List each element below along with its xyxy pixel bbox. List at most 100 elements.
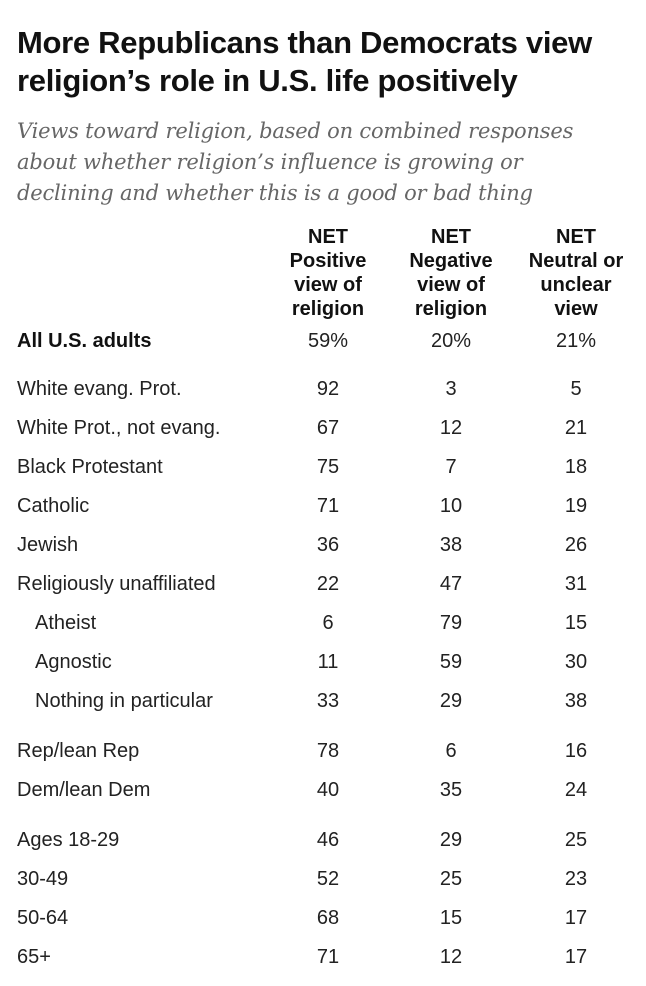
- value-positive: 40: [316, 779, 340, 801]
- value-positive: 68: [316, 907, 340, 929]
- row-label: Catholic: [17, 495, 90, 517]
- title-line-2: religion’s role in U.S. life positively: [17, 63, 518, 98]
- value-positive: 78: [316, 740, 340, 762]
- value-positive: 11: [317, 651, 339, 673]
- value-negative: 79: [439, 612, 463, 634]
- table-row: 50-64 68 15 17: [0, 907, 646, 937]
- value-negative: 7: [445, 456, 457, 478]
- row-label: Atheist: [35, 612, 97, 634]
- value-negative: 12: [439, 417, 463, 439]
- row-label: Nothing in particular: [35, 690, 213, 712]
- table-row: Black Protestant 75 7 18: [0, 456, 646, 486]
- value-positive: 36: [316, 534, 340, 556]
- value-neutral: 5: [570, 378, 582, 400]
- table-row: Agnostic 11 59 30: [0, 651, 646, 681]
- table-row: White Prot., not evang. 67 12 21: [0, 417, 646, 447]
- chart-title: More Republicans than Democrats view rel…: [17, 24, 637, 100]
- column-header-line: NET: [308, 226, 348, 248]
- row-label: White Prot., not evang.: [17, 417, 221, 439]
- table-row: 65+ 71 12 17: [0, 946, 646, 976]
- table-row: Nothing in particular 33 29 38: [0, 690, 646, 720]
- row-label: Black Protestant: [17, 456, 163, 478]
- table-row: Atheist 6 79 15: [0, 612, 646, 642]
- column-header-line: religion: [291, 298, 365, 320]
- table-row: 30-49 52 25 23: [0, 868, 646, 898]
- row-label: Agnostic: [35, 651, 112, 673]
- column-header-line: unclear: [540, 274, 612, 296]
- row-label: Rep/lean Rep: [17, 740, 140, 762]
- value-neutral: 26: [564, 534, 588, 556]
- column-header-negative: NET Negative view of religion: [387, 225, 515, 321]
- column-header-line: Neutral or: [528, 250, 624, 272]
- value-negative: 20%: [430, 330, 472, 352]
- column-header-line: Negative: [409, 250, 493, 272]
- column-header-positive: NET Positive view of religion: [264, 225, 392, 321]
- table-row: Catholic 71 10 19: [0, 495, 646, 525]
- value-neutral: 24: [564, 779, 588, 801]
- value-neutral: 23: [564, 868, 588, 890]
- table-row: White evang. Prot. 92 3 5: [0, 378, 646, 408]
- value-neutral: 18: [564, 456, 588, 478]
- value-positive: 33: [316, 690, 340, 712]
- value-negative: 29: [439, 690, 463, 712]
- table-row: All U.S. adults 59% 20% 21%: [0, 330, 646, 360]
- value-negative: 10: [439, 495, 463, 517]
- value-negative: 38: [439, 534, 463, 556]
- value-positive: 71: [316, 946, 340, 968]
- table-row: Dem/lean Dem 40 35 24: [0, 779, 646, 809]
- table-row: Religiously unaffiliated 22 47 31: [0, 573, 646, 603]
- row-label: Ages 18-29: [17, 829, 120, 851]
- value-negative: 25: [439, 868, 463, 890]
- value-neutral: 31: [564, 573, 588, 595]
- subtitle-line-3: declining and whether this is a good or …: [17, 181, 533, 205]
- row-label: 50-64: [17, 907, 69, 929]
- column-header-line: view of: [294, 274, 362, 296]
- value-positive: 52: [316, 868, 340, 890]
- column-header-line: NET: [556, 226, 596, 248]
- value-positive: 59%: [307, 330, 349, 352]
- row-label: All U.S. adults: [17, 330, 152, 352]
- value-neutral: 19: [564, 495, 588, 517]
- value-positive: 67: [316, 417, 340, 439]
- chart-subtitle: Views toward religion, based on combined…: [17, 116, 637, 209]
- table-row: Jewish 36 38 26: [0, 534, 646, 564]
- value-negative: 29: [439, 829, 463, 851]
- value-negative: 3: [445, 378, 457, 400]
- value-negative: 6: [445, 740, 457, 762]
- subtitle-line-1: Views toward religion, based on combined…: [17, 119, 574, 143]
- value-neutral: 21%: [555, 330, 597, 352]
- value-neutral: 16: [564, 740, 588, 762]
- value-positive: 92: [316, 378, 340, 400]
- row-label: 65+: [17, 946, 51, 968]
- value-neutral: 21: [564, 417, 588, 439]
- value-negative: 35: [439, 779, 463, 801]
- column-header-line: NET: [431, 226, 471, 248]
- table-row: Ages 18-29 46 29 25: [0, 829, 646, 859]
- title-line-1: More Republicans than Democrats view: [17, 25, 592, 60]
- row-label: Religiously unaffiliated: [17, 573, 216, 595]
- value-neutral: 30: [564, 651, 588, 673]
- value-neutral: 38: [564, 690, 588, 712]
- value-neutral: 15: [564, 612, 588, 634]
- value-positive: 22: [316, 573, 340, 595]
- column-header-line: religion: [414, 298, 488, 320]
- column-header-neutral: NET Neutral or unclear view: [512, 225, 640, 321]
- value-negative: 59: [439, 651, 463, 673]
- subtitle-line-2: about whether religion’s influence is gr…: [17, 150, 523, 174]
- value-neutral: 17: [564, 946, 588, 968]
- value-positive: 46: [316, 829, 340, 851]
- value-positive: 71: [316, 495, 340, 517]
- row-label: White evang. Prot.: [17, 378, 182, 400]
- column-header-line: view of: [417, 274, 485, 296]
- value-negative: 15: [439, 907, 463, 929]
- value-neutral: 25: [564, 829, 588, 851]
- row-label: 30-49: [17, 868, 69, 890]
- value-negative: 12: [439, 946, 463, 968]
- value-negative: 47: [439, 573, 463, 595]
- row-label: Jewish: [17, 534, 79, 556]
- table-row: Rep/lean Rep 78 6 16: [0, 740, 646, 770]
- value-positive: 75: [316, 456, 340, 478]
- column-header-line: Positive: [289, 250, 367, 272]
- value-neutral: 17: [564, 907, 588, 929]
